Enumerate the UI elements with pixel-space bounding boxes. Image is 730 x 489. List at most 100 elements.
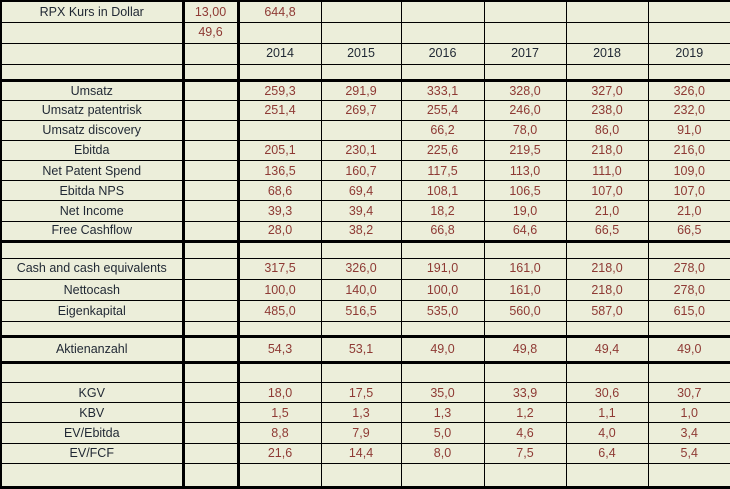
empty-cell[interactable] xyxy=(237,21,322,44)
value-cell[interactable]: 30,7 xyxy=(647,382,730,404)
value-cell[interactable]: 35,0 xyxy=(400,382,485,404)
value-cell[interactable]: 535,0 xyxy=(400,299,485,322)
empty-cell[interactable] xyxy=(647,462,730,489)
value-cell[interactable]: 246,0 xyxy=(483,99,567,122)
value-cell[interactable]: 587,0 xyxy=(565,299,649,322)
value-cell[interactable]: 485,0 xyxy=(237,299,322,322)
row-label-cell[interactable]: Net Patent Spend xyxy=(0,160,185,182)
row-label-cell[interactable]: Aktienanzahl xyxy=(0,336,185,365)
empty-cell[interactable] xyxy=(182,336,240,365)
value-cell[interactable]: 317,5 xyxy=(237,257,322,280)
row-label-cell[interactable]: Umsatz patentrisk xyxy=(0,99,185,122)
value-cell[interactable]: 86,0 xyxy=(565,120,649,142)
year-header-cell[interactable]: 2019 xyxy=(647,42,730,65)
value-cell[interactable]: 4,0 xyxy=(565,422,649,444)
empty-cell[interactable] xyxy=(483,21,567,44)
value-cell[interactable]: 49,0 xyxy=(400,336,485,365)
value-cell[interactable]: 5,0 xyxy=(400,422,485,444)
row-label-cell[interactable]: KGV xyxy=(0,382,185,404)
value-cell[interactable]: 68,6 xyxy=(237,180,322,202)
row-label-cell[interactable] xyxy=(0,21,185,44)
year-header-cell[interactable]: 2017 xyxy=(483,42,567,65)
value-cell[interactable]: 18,2 xyxy=(400,200,485,222)
value-cell[interactable]: 136,5 xyxy=(237,160,322,182)
value-cell[interactable]: 232,0 xyxy=(647,99,730,122)
value-cell[interactable]: 66,8 xyxy=(400,220,485,243)
value-cell[interactable]: 218,0 xyxy=(565,278,649,301)
empty-cell[interactable] xyxy=(647,63,730,82)
row-label-cell[interactable] xyxy=(0,240,185,259)
value-cell[interactable]: 278,0 xyxy=(647,278,730,301)
value-cell[interactable]: 117,5 xyxy=(400,160,485,182)
value-cell[interactable]: 107,0 xyxy=(565,180,649,202)
row-label-cell[interactable] xyxy=(0,63,185,82)
empty-cell[interactable] xyxy=(182,180,240,202)
empty-cell[interactable] xyxy=(483,240,567,259)
row-label-cell[interactable]: RPX Kurs in Dollar xyxy=(0,0,185,23)
year-header-cell[interactable]: 2018 xyxy=(565,42,649,65)
row-label-cell[interactable] xyxy=(0,462,185,489)
row-label-cell[interactable] xyxy=(0,42,185,65)
empty-cell[interactable] xyxy=(565,0,649,23)
value-cell[interactable]: 5,4 xyxy=(647,442,730,464)
empty-cell[interactable] xyxy=(400,0,485,23)
row-label-cell[interactable]: Umsatz discovery xyxy=(0,120,185,142)
value-cell[interactable]: 8,8 xyxy=(237,422,322,444)
value-cell[interactable]: 218,0 xyxy=(565,257,649,280)
value-cell[interactable]: 161,0 xyxy=(483,257,567,280)
empty-cell[interactable] xyxy=(237,120,322,142)
empty-cell[interactable] xyxy=(182,382,240,404)
empty-cell[interactable] xyxy=(400,362,485,384)
empty-cell[interactable] xyxy=(182,240,240,259)
value-cell[interactable]: 54,3 xyxy=(237,336,322,365)
empty-cell[interactable] xyxy=(483,462,567,489)
value-cell[interactable]: 230,1 xyxy=(320,140,402,162)
value-cell[interactable]: 107,0 xyxy=(647,180,730,202)
value-cell[interactable]: 14,4 xyxy=(320,442,402,464)
value-cell[interactable]: 49,4 xyxy=(565,336,649,365)
empty-cell[interactable] xyxy=(320,0,402,23)
empty-cell[interactable] xyxy=(647,362,730,384)
value-cell[interactable]: 33,9 xyxy=(483,382,567,404)
row-label-cell[interactable]: Ebitda xyxy=(0,140,185,162)
value-cell[interactable]: 49,0 xyxy=(647,336,730,365)
value-cell[interactable]: 30,6 xyxy=(565,382,649,404)
empty-cell[interactable] xyxy=(320,21,402,44)
empty-cell[interactable] xyxy=(320,63,402,82)
value-cell[interactable]: 108,1 xyxy=(400,180,485,202)
empty-cell[interactable] xyxy=(182,362,240,384)
value-cell[interactable]: 1,2 xyxy=(483,402,567,424)
value-cell[interactable]: 78,0 xyxy=(483,120,567,142)
empty-cell[interactable] xyxy=(237,63,322,82)
row-label-cell[interactable]: Umsatz xyxy=(0,79,185,101)
empty-cell[interactable] xyxy=(237,362,322,384)
empty-cell[interactable] xyxy=(565,320,649,339)
empty-cell[interactable] xyxy=(320,462,402,489)
year-header-cell[interactable]: 2016 xyxy=(400,42,485,65)
value-cell[interactable]: 327,0 xyxy=(565,79,649,101)
value-cell[interactable]: 269,7 xyxy=(320,99,402,122)
empty-cell[interactable] xyxy=(400,462,485,489)
value-cell[interactable]: 219,5 xyxy=(483,140,567,162)
empty-cell[interactable] xyxy=(320,120,402,142)
value-cell[interactable]: 615,0 xyxy=(647,299,730,322)
value-cell[interactable]: 113,0 xyxy=(483,160,567,182)
value-cell[interactable]: 106,5 xyxy=(483,180,567,202)
value-cell[interactable]: 1,0 xyxy=(647,402,730,424)
empty-cell[interactable] xyxy=(400,240,485,259)
value-cell[interactable]: 39,4 xyxy=(320,200,402,222)
empty-cell[interactable] xyxy=(320,320,402,339)
row-label-cell[interactable] xyxy=(0,362,185,384)
value-cell[interactable]: 291,9 xyxy=(320,79,402,101)
value-cell[interactable]: 255,4 xyxy=(400,99,485,122)
empty-cell[interactable] xyxy=(182,299,240,322)
value-cell[interactable]: 560,0 xyxy=(483,299,567,322)
value-cell[interactable]: 1,3 xyxy=(400,402,485,424)
value-cell[interactable]: 19,0 xyxy=(483,200,567,222)
row-label-cell[interactable]: Free Cashflow xyxy=(0,220,185,243)
value-cell[interactable]: 66,5 xyxy=(565,220,649,243)
empty-cell[interactable] xyxy=(483,63,567,82)
value-cell[interactable]: 516,5 xyxy=(320,299,402,322)
row-label-cell[interactable]: Net Income xyxy=(0,200,185,222)
value-cell[interactable]: 1,1 xyxy=(565,402,649,424)
